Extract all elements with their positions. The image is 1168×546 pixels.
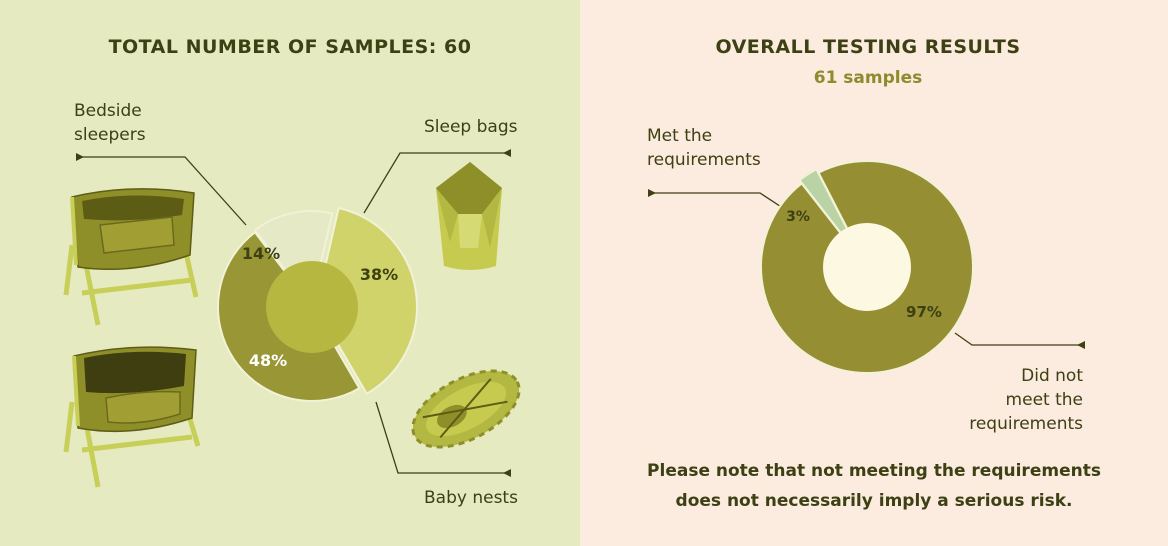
label-met-requirements: Met the requirements: [647, 126, 761, 170]
left-leader-lines: [76, 149, 511, 477]
note-text: Please note that not meeting the require…: [647, 461, 1101, 511]
leader-bedside: [80, 156, 247, 226]
left-chart-title: TOTAL NUMBER OF SAMPLES: 60: [108, 36, 472, 58]
label-bedside-sleepers: Bedside sleepers: [74, 101, 146, 145]
value-label-not-met: 97%: [906, 303, 942, 321]
right-donut-center: [823, 223, 911, 311]
value-label-baby-nests: 48%: [249, 351, 287, 370]
arrow-baby-nests: [503, 469, 511, 477]
right-chart-title: OVERALL TESTING RESULTS: [715, 36, 1021, 58]
left-donut-chart: 38% 48% 14%: [217, 206, 418, 402]
label-sleep-bags: Sleep bags: [424, 117, 518, 137]
right-donut-chart: 3% 97%: [760, 160, 974, 374]
slice-sleep-bags: [314, 206, 418, 396]
bedside-sleeper-icon: [63, 188, 199, 326]
right-chart-subtitle: 61 samples: [813, 68, 923, 88]
right-panel: OVERALL TESTING RESULTS 61 samples Met t…: [580, 0, 1168, 546]
leader-baby-nests: [375, 401, 508, 474]
bedside-sleeper-icon: [63, 346, 201, 488]
value-label-met: 3%: [786, 209, 810, 225]
arrow-bedside: [76, 153, 84, 161]
value-label-sleep-bags: 38%: [360, 265, 398, 284]
arrow-met: [648, 189, 656, 197]
left-panel: TOTAL NUMBER OF SAMPLES: 60 Bedside slee…: [0, 0, 580, 546]
baby-nest-icon: [411, 369, 521, 449]
sleep-bag-icon: [436, 162, 502, 270]
label-did-not-meet: Did not meet the requirements: [969, 366, 1083, 434]
label-baby-nests: Baby nests: [424, 488, 518, 508]
left-donut-center: [266, 261, 358, 353]
arrow-not-met: [1077, 341, 1085, 349]
leader-sleep-bags: [363, 152, 508, 214]
leader-not-met: [954, 332, 1082, 346]
value-label-bedside-sleepers: 14%: [242, 244, 280, 263]
arrow-sleep-bags: [503, 149, 511, 157]
